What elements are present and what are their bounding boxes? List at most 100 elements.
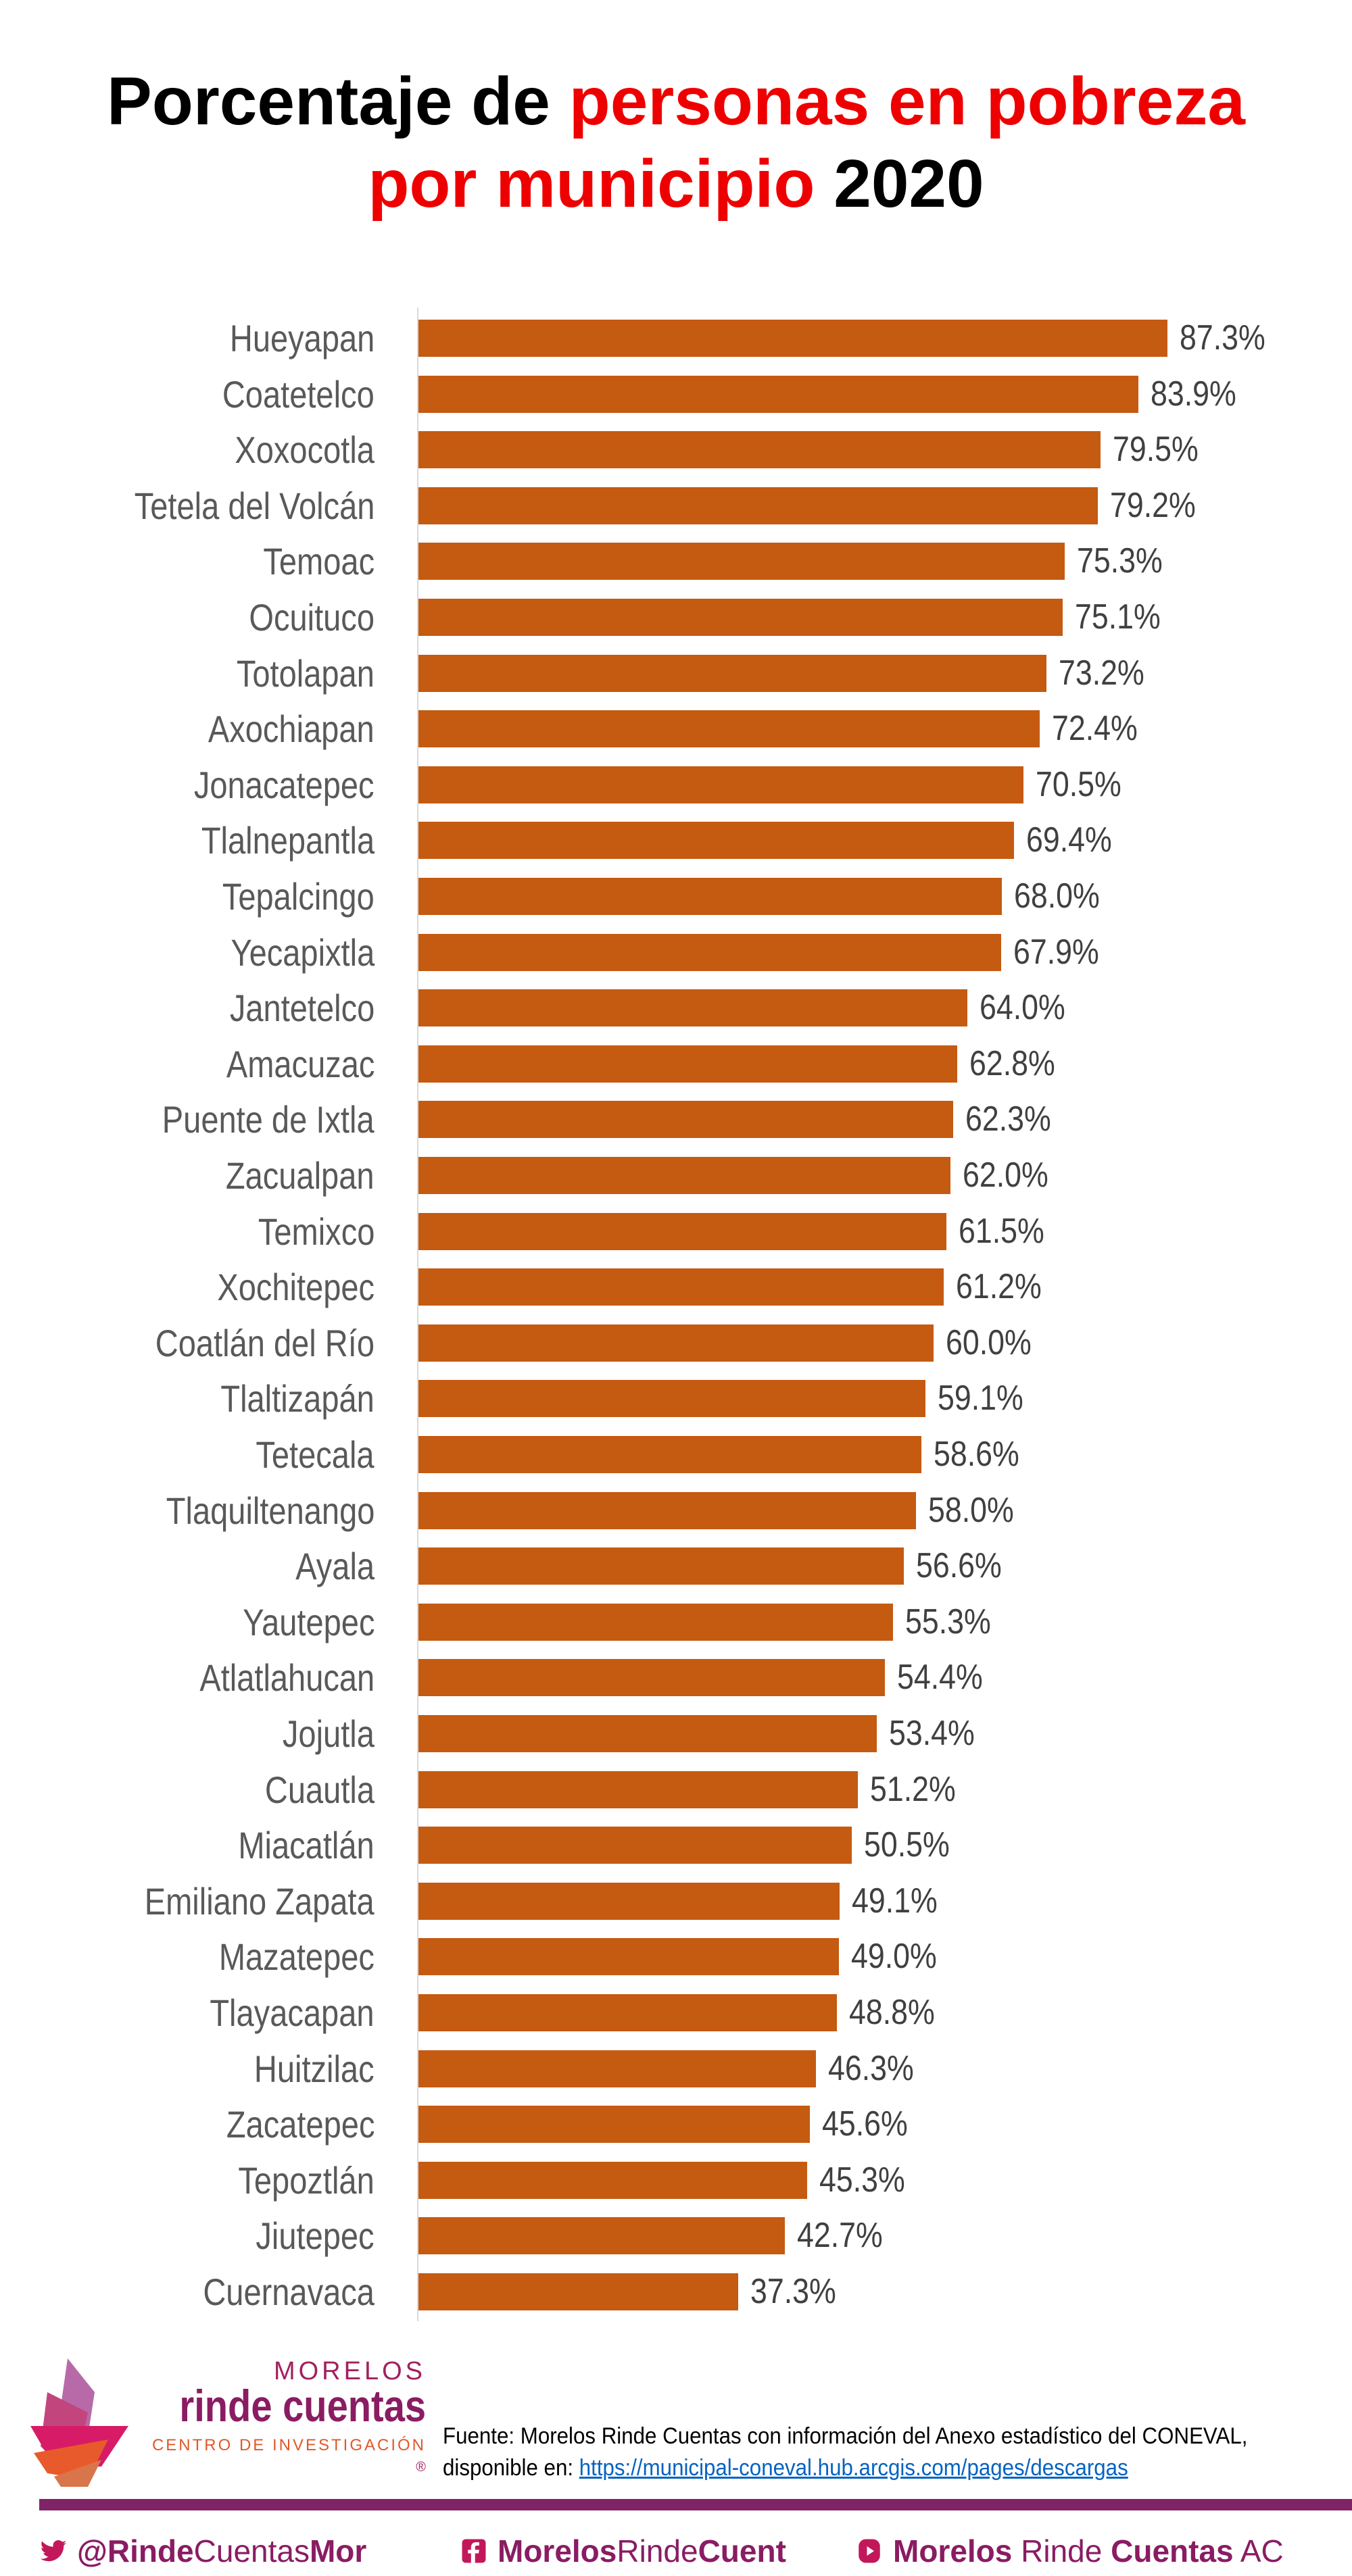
category-label: Coatetelco xyxy=(222,372,375,416)
twitter-handle[interactable]: @RindeCuentasMor xyxy=(39,2533,366,2569)
data-label: 75.3% xyxy=(1076,541,1163,581)
bar xyxy=(418,1157,950,1194)
bar xyxy=(418,543,1065,580)
twitter-text-bold2: Mor xyxy=(309,2533,367,2569)
data-label: 54.4% xyxy=(897,1658,984,1698)
category-label: Tepoztlán xyxy=(238,2158,375,2202)
category-label: Tlalnepantla xyxy=(201,819,375,862)
data-label: 53.4% xyxy=(888,1714,975,1753)
youtube-text: Rinde xyxy=(1012,2533,1111,2569)
category-label: Ayala xyxy=(295,1545,375,1588)
category-label: Tetecala xyxy=(256,1433,375,1476)
category-axis-line xyxy=(417,307,418,2321)
youtube-channel[interactable]: Morelos Rinde Cuentas AC xyxy=(855,2533,1284,2569)
youtube-text-suffix: AC xyxy=(1233,2533,1284,2569)
category-label: Cuautla xyxy=(264,1768,375,1811)
category-label: Yecapixtla xyxy=(231,931,375,974)
bar xyxy=(418,1212,946,1250)
data-label: 64.0% xyxy=(980,988,1066,1028)
category-label: Coatlán del Río xyxy=(155,1321,375,1364)
data-label: 69.4% xyxy=(1025,820,1112,860)
category-label: Emiliano Zapata xyxy=(145,1879,375,1923)
bar xyxy=(418,766,1023,803)
category-label: Cuernavaca xyxy=(203,2271,375,2313)
data-label: 67.9% xyxy=(1013,932,1099,972)
category-label: Atlatlahucan xyxy=(199,1656,375,1700)
data-label: 59.1% xyxy=(938,1379,1023,1418)
bar xyxy=(418,2050,816,2087)
data-label: 79.2% xyxy=(1110,485,1196,525)
source-line2-prefix: disponible en: xyxy=(443,2455,579,2481)
data-label: 62.8% xyxy=(969,1043,1055,1083)
data-label: 61.2% xyxy=(955,1267,1042,1307)
data-label: 45.6% xyxy=(821,2104,908,2144)
category-label: Temixco xyxy=(258,1210,375,1253)
footer-divider xyxy=(39,2499,1352,2510)
category-label: Miacatlán xyxy=(238,1824,375,1867)
logo-registered-mark: ® xyxy=(416,2460,426,2475)
category-label: Jojutla xyxy=(283,1712,375,1755)
facebook-page[interactable]: MorelosRindeCuent xyxy=(460,2533,786,2569)
data-label: 51.2% xyxy=(869,1769,956,1809)
data-label: 70.5% xyxy=(1035,764,1121,804)
category-label: Yautepec xyxy=(242,1600,375,1643)
category-label: Puente de Ixtla xyxy=(162,1098,375,1141)
twitter-text: Cuentas xyxy=(193,2533,310,2569)
bar xyxy=(418,2161,807,2199)
title-year: 2020 xyxy=(815,146,984,222)
category-label: Jiutepec xyxy=(256,2214,375,2258)
morelos-rinde-cuentas-logo: MORELOS rinde cuentas CENTRO DE INVESTIG… xyxy=(27,2352,426,2487)
category-label: Jonacatepec xyxy=(194,763,375,806)
bar xyxy=(418,654,1047,692)
data-label: 42.7% xyxy=(796,2216,883,2256)
category-label: Ocuituco xyxy=(249,596,375,639)
data-label: 48.8% xyxy=(849,1993,936,2032)
bar xyxy=(418,822,1014,860)
category-label: Xoxocotla xyxy=(235,428,375,472)
data-label: 56.6% xyxy=(916,1546,1003,1586)
bar xyxy=(418,1603,893,1641)
bar xyxy=(418,1380,926,1418)
bar xyxy=(418,1324,934,1362)
category-label: Axochiapan xyxy=(208,708,375,751)
bar xyxy=(418,1715,877,1752)
data-label: 45.3% xyxy=(819,2160,905,2200)
category-label: Hueyapan xyxy=(229,317,375,360)
data-label: 58.0% xyxy=(928,1490,1014,1530)
data-label: 55.3% xyxy=(904,1602,991,1641)
data-label: 62.0% xyxy=(962,1156,1048,1195)
facebook-text: Rinde xyxy=(617,2533,698,2569)
bar xyxy=(418,1436,921,1473)
data-label: 72.4% xyxy=(1051,709,1138,749)
bar xyxy=(418,320,1167,357)
data-label: 61.5% xyxy=(958,1211,1044,1251)
data-label: 75.1% xyxy=(1075,597,1161,637)
title-red-part: por municipio xyxy=(368,146,815,222)
category-label: Tetela del Volcán xyxy=(134,484,375,527)
bar xyxy=(418,989,968,1027)
category-label: Temoac xyxy=(263,540,375,583)
logo-feather-icon xyxy=(30,2358,128,2487)
facebook-text-bold: Morelos xyxy=(498,2533,617,2569)
bar xyxy=(418,431,1101,469)
chart-title-line2: por municipio 2020 xyxy=(0,150,1352,218)
bar xyxy=(418,878,1003,915)
bar xyxy=(418,487,1098,524)
bar xyxy=(418,599,1063,636)
data-label: 62.3% xyxy=(965,1099,1051,1139)
category-label: Tlayacapan xyxy=(210,1991,375,2034)
title-red-part: personas en pobreza xyxy=(569,64,1245,139)
title-black-part: Porcentaje de xyxy=(107,64,569,139)
category-label: Totolapan xyxy=(236,651,375,695)
bar xyxy=(418,1547,904,1585)
bar xyxy=(418,1827,852,1864)
bar xyxy=(418,1491,917,1529)
category-label: Tlaquiltenango xyxy=(166,1489,375,1532)
source-link[interactable]: https://municipal-coneval.hub.arcgis.com… xyxy=(579,2455,1128,2481)
category-label: Tlaltizapán xyxy=(220,1377,375,1420)
bar xyxy=(418,1994,838,2031)
source-note: Fuente: Morelos Rinde Cuentas con inform… xyxy=(443,2421,1247,2484)
category-label: Tepalcingo xyxy=(222,875,375,918)
bar xyxy=(418,710,1040,748)
data-label: 49.0% xyxy=(850,1937,937,1977)
